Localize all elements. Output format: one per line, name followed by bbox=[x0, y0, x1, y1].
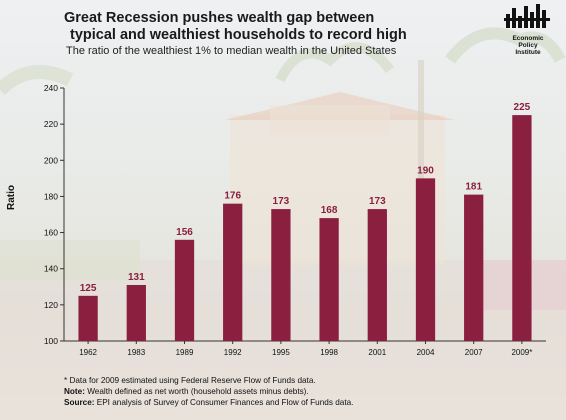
bar bbox=[174, 239, 195, 341]
x-tick-label: 2004 bbox=[417, 348, 435, 357]
source-text: EPI analysis of Survey of Consumer Finan… bbox=[94, 398, 354, 407]
y-tick-label: 140 bbox=[44, 264, 58, 274]
bar bbox=[319, 218, 339, 341]
logo-line-3: Institute bbox=[515, 49, 541, 56]
bar bbox=[78, 295, 98, 341]
bar bbox=[126, 284, 146, 341]
title-line-2: typical and wealthiest households to rec… bbox=[70, 27, 407, 43]
y-tick-label: 120 bbox=[44, 300, 58, 310]
footnote-2009: * Data for 2009 estimated using Federal … bbox=[64, 376, 316, 385]
bar-value-label: 225 bbox=[514, 102, 531, 113]
bar bbox=[367, 209, 387, 341]
bar-value-label: 156 bbox=[176, 227, 193, 238]
x-tick-label: 1992 bbox=[224, 348, 242, 357]
bar bbox=[512, 115, 532, 341]
bar-value-label: 168 bbox=[321, 205, 338, 216]
y-tick-label: 240 bbox=[44, 83, 58, 93]
x-tick-label: 2001 bbox=[368, 348, 386, 357]
x-tick-label: 1998 bbox=[320, 348, 338, 357]
x-tick-label: 1989 bbox=[176, 348, 194, 357]
bar-value-label: 176 bbox=[224, 191, 241, 202]
y-tick-label: 220 bbox=[44, 119, 58, 129]
source-label: Source: bbox=[64, 398, 95, 407]
chart-title: Great Recession pushes wealth gap betwee… bbox=[64, 10, 484, 44]
note-text: Wealth defined as net worth (household a… bbox=[84, 387, 309, 396]
footnotes: * Data for 2009 estimated using Federal … bbox=[64, 375, 353, 408]
y-tick-label: 100 bbox=[44, 336, 58, 346]
bar bbox=[271, 209, 291, 341]
y-tick-label: 200 bbox=[44, 155, 58, 165]
x-tick-label: 2007 bbox=[465, 348, 483, 357]
x-tick-label: 2009* bbox=[511, 348, 532, 357]
epi-logo: Economic Policy Institute bbox=[496, 4, 560, 56]
bar-value-label: 125 bbox=[80, 283, 97, 294]
bar-value-label: 173 bbox=[273, 196, 290, 207]
epi-logo-icon bbox=[504, 4, 550, 28]
bar bbox=[464, 194, 484, 341]
bar bbox=[415, 178, 436, 341]
x-tick-label: 1962 bbox=[79, 348, 97, 357]
bar-value-label: 181 bbox=[465, 182, 482, 193]
logo-line-2: Policy bbox=[518, 42, 538, 49]
chart-subtitle: The ratio of the wealthiest 1% to median… bbox=[66, 45, 397, 57]
title-line-1: Great Recession pushes wealth gap betwee… bbox=[64, 10, 375, 26]
bar-value-label: 173 bbox=[369, 196, 386, 207]
y-tick-label: 180 bbox=[44, 191, 58, 201]
x-tick-label: 1983 bbox=[127, 348, 145, 357]
footnote-source: Source: EPI analysis of Survey of Consum… bbox=[64, 397, 353, 408]
bar-value-label: 131 bbox=[128, 272, 145, 283]
bar-value-label: 190 bbox=[417, 165, 434, 176]
logo-line-1: Economic bbox=[512, 35, 544, 42]
x-tick-label: 1995 bbox=[272, 348, 290, 357]
note-label: Note: bbox=[64, 387, 85, 396]
bar bbox=[223, 203, 243, 341]
y-tick-label: 160 bbox=[44, 228, 58, 238]
footnote-note: Note: Wealth defined as net worth (house… bbox=[64, 386, 353, 397]
